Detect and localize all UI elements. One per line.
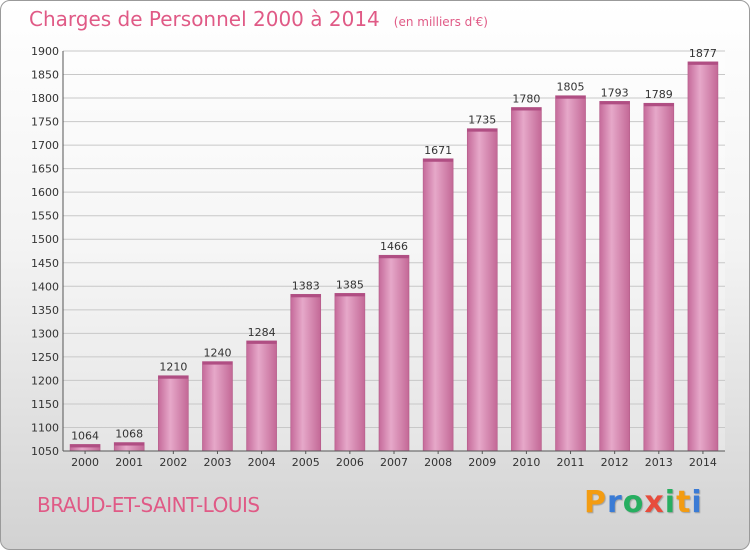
bar xyxy=(687,61,719,452)
y-tick-label: 1900 xyxy=(31,45,59,58)
y-tick-label: 1350 xyxy=(31,304,59,317)
y-tick-label: 1550 xyxy=(31,210,59,223)
data-label: 1240 xyxy=(203,347,231,360)
x-tick-label: 2001 xyxy=(115,456,143,469)
data-label: 1735 xyxy=(468,114,496,127)
x-tick-label: 2000 xyxy=(71,456,99,469)
x-tick-label: 2007 xyxy=(380,456,408,469)
y-tick-label: 1650 xyxy=(31,163,59,176)
bar xyxy=(555,95,586,452)
data-label: 1671 xyxy=(424,144,452,157)
data-label: 1383 xyxy=(292,279,320,292)
bar-top-edge xyxy=(114,442,145,446)
logo-letter: o xyxy=(622,485,645,520)
data-label: 1284 xyxy=(248,326,276,339)
y-tick-label: 1300 xyxy=(31,327,59,340)
bars xyxy=(69,61,719,452)
logo-letter: x xyxy=(644,485,665,520)
chart-subtitle: (en milliers d'€) xyxy=(393,15,488,29)
x-tick-label: 2003 xyxy=(203,456,231,469)
bar-top-edge xyxy=(246,340,277,344)
logo-letter: P xyxy=(584,485,607,520)
bar xyxy=(158,375,189,452)
data-label: 1877 xyxy=(689,47,717,60)
x-tick-label: 2006 xyxy=(336,456,364,469)
y-tick-label: 1750 xyxy=(31,116,59,129)
bar-top-edge xyxy=(599,101,630,105)
y-tick-label: 1200 xyxy=(31,374,59,387)
x-tick-label: 2010 xyxy=(512,456,540,469)
x-tick-label: 2013 xyxy=(645,456,673,469)
y-tick-label: 1250 xyxy=(31,351,59,364)
y-tick-label: 1850 xyxy=(31,69,59,82)
bar xyxy=(246,340,277,452)
bar-top-edge xyxy=(334,293,365,297)
x-tick-label: 2002 xyxy=(159,456,187,469)
data-label: 1805 xyxy=(557,81,585,94)
y-tick-label: 1500 xyxy=(31,233,59,246)
bar-top-edge xyxy=(423,158,454,162)
bar-top-edge xyxy=(70,444,101,448)
bar xyxy=(378,254,410,452)
x-tick-label: 2004 xyxy=(248,456,276,469)
bar-top-edge xyxy=(158,375,189,379)
x-tick-label: 2008 xyxy=(424,456,452,469)
logo-letter: t xyxy=(676,485,692,520)
data-label: 1210 xyxy=(159,361,187,374)
chart-title-text: Charges de Personnel 2000 à 2014 xyxy=(29,7,380,31)
bar xyxy=(290,293,322,452)
x-axis-ticks: 2000 2001 2002 2003 2004 2005 2006 2007 2008 2009… xyxy=(71,451,717,469)
x-tick-label: 2009 xyxy=(468,456,496,469)
chart-title: Charges de Personnel 2000 à 2014 (en mill… xyxy=(29,7,488,31)
bar xyxy=(643,102,675,452)
data-label: 1064 xyxy=(71,429,99,442)
bar xyxy=(599,101,630,452)
x-tick-label: 2011 xyxy=(557,456,585,469)
bar-top-edge xyxy=(643,103,674,107)
bar xyxy=(511,107,542,452)
bar-top-edge xyxy=(511,107,542,111)
x-tick-label: 2005 xyxy=(292,456,320,469)
logo-letter: r xyxy=(607,485,623,520)
data-label: 1793 xyxy=(601,86,629,99)
data-label: 1466 xyxy=(380,240,408,253)
data-labels: 1064 1068 1210 1240 1284 1383 1385 1466 1671 1735… xyxy=(71,47,717,443)
data-label: 1385 xyxy=(336,278,364,291)
bar-top-edge xyxy=(379,255,409,259)
y-axis-ticks: 1050 1100 1150 1200 1250 1300 1350 1400 1450 1500… xyxy=(31,45,59,458)
bar xyxy=(466,128,498,452)
bar-top-edge xyxy=(555,95,586,99)
bar xyxy=(334,293,366,452)
logo-letter: i xyxy=(664,485,677,520)
logo-letter: i xyxy=(691,485,703,520)
y-tick-label: 1050 xyxy=(31,445,59,458)
proxiti-logo[interactable]: Proxiti xyxy=(584,485,703,520)
bar-top-edge xyxy=(687,61,718,65)
y-tick-label: 1100 xyxy=(31,421,59,434)
bar-top-edge xyxy=(467,128,498,132)
x-tick-label: 2012 xyxy=(601,456,629,469)
bar xyxy=(202,361,233,452)
data-label: 1780 xyxy=(512,92,540,105)
y-tick-label: 1150 xyxy=(31,398,59,411)
town-name: BRAUD-ET-SAINT-LOUIS xyxy=(37,493,260,517)
y-tick-label: 1450 xyxy=(31,257,59,270)
y-tick-label: 1600 xyxy=(31,186,59,199)
y-tick-label: 1400 xyxy=(31,280,59,293)
data-label: 1068 xyxy=(115,428,143,441)
y-tick-label: 1800 xyxy=(31,92,59,105)
bar xyxy=(422,158,454,452)
y-tick-label: 1700 xyxy=(31,139,59,152)
data-label: 1789 xyxy=(645,88,673,101)
bar-top-edge xyxy=(202,361,233,365)
bar-top-edge xyxy=(290,294,321,298)
x-tick-label: 2014 xyxy=(689,456,717,469)
